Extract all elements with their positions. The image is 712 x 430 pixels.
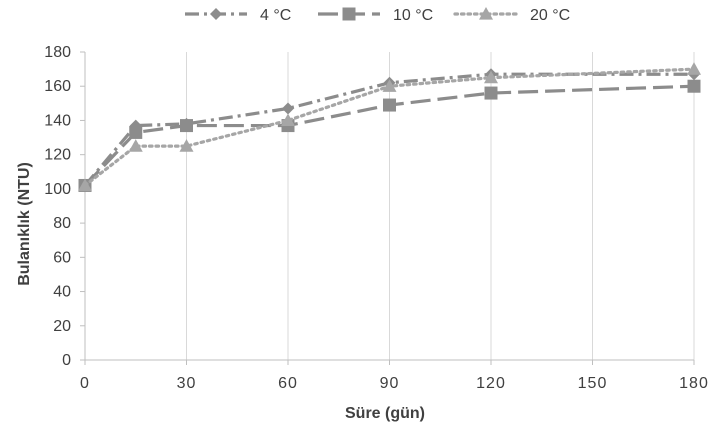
data-point <box>281 113 295 127</box>
data-point <box>129 125 143 139</box>
chart-series <box>78 62 701 192</box>
legend-label: 20 °C <box>530 7 570 24</box>
data-point <box>128 139 143 152</box>
data-point <box>484 86 498 100</box>
legend-marker <box>479 7 493 20</box>
legend-label: 4 °C <box>260 7 291 24</box>
x-tick-label: 120 <box>476 375 506 392</box>
data-point <box>382 79 397 92</box>
y-tick-label: 80 <box>53 215 71 232</box>
legend-item-1: 4 °C <box>185 7 291 24</box>
y-tick-label: 60 <box>53 249 71 266</box>
x-axis-title: Süre (gün) <box>345 405 425 422</box>
data-point <box>282 102 294 115</box>
y-tick-label: 100 <box>44 181 71 198</box>
x-tick-label: 150 <box>578 375 608 392</box>
legend-marker <box>342 7 356 21</box>
chart-legend: 4 °C 10 °C 20 °C <box>185 7 570 24</box>
y-tick-label: 20 <box>53 318 71 335</box>
y-tick-label: 40 <box>53 284 71 301</box>
y-tick-label: 160 <box>44 78 71 95</box>
data-point <box>383 98 396 112</box>
legend-marker <box>210 8 222 20</box>
data-point <box>687 62 701 75</box>
chart-axes: 0 20 40 60 80 100 120 140 160 180 0 30 60 90 120 150 180 <box>44 44 709 392</box>
y-axis-title: Bulanıklık (NTU) <box>16 162 33 286</box>
y-tick-label: 140 <box>44 112 71 129</box>
legend-item-3: 20 °C <box>453 7 570 24</box>
data-point <box>180 119 193 133</box>
y-tick-label: 180 <box>44 44 71 61</box>
y-tick-label: 0 <box>62 352 71 369</box>
y-tick-label: 120 <box>44 147 71 164</box>
data-point <box>179 139 194 152</box>
x-tick-label: 30 <box>177 375 197 392</box>
x-tick-label: 90 <box>380 375 400 392</box>
data-point <box>78 178 92 192</box>
x-tick-label: 180 <box>679 375 709 392</box>
data-point <box>484 70 498 84</box>
legend-label: 10 °C <box>393 7 433 24</box>
legend-item-2: 10 °C <box>318 7 433 24</box>
data-point <box>687 79 701 93</box>
x-tick-label: 0 <box>80 375 90 392</box>
x-tick-label: 60 <box>278 375 298 392</box>
series-3 <box>78 62 701 192</box>
